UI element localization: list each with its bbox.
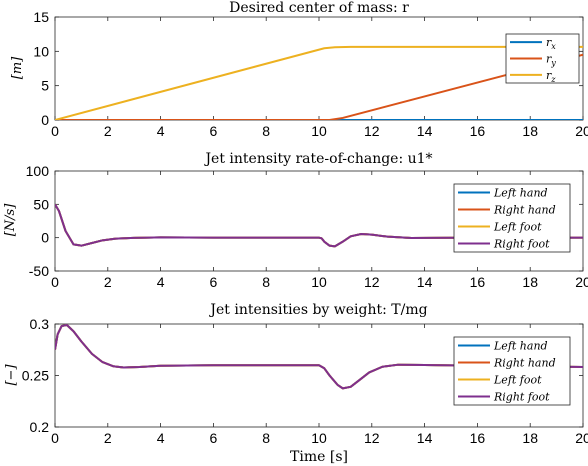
x-tick-label: 2 [104, 123, 112, 139]
y-tick-label: 0.25 [22, 368, 49, 384]
x-tick-label: 16 [470, 123, 486, 139]
series-line-r-z [55, 45, 583, 120]
x-tick-label: 18 [522, 430, 538, 446]
legend-label: Right foot [493, 391, 550, 404]
panel-jet-intensities-by-weight: Jet intensities by weight: T/mg [−] Time… [4, 302, 588, 465]
x-tick-label: 0 [51, 123, 59, 139]
legend-label: rz [546, 69, 556, 84]
x-tick-label: 8 [262, 430, 270, 446]
y-tick-label: 0.2 [30, 419, 50, 435]
y-tick-label: 5 [41, 78, 49, 94]
x-tick-label: 6 [210, 274, 218, 290]
x-tick-label: 16 [470, 430, 486, 446]
x-tick-label: 14 [417, 123, 433, 139]
panel-title: Jet intensities by weight: T/mg [208, 302, 427, 318]
legend-label: Right hand [493, 204, 556, 217]
panel-jet-intensity-rate-of-change: Jet intensity rate-of-change: u1* [N/s] … [3, 151, 588, 290]
series-line-right-foot [55, 203, 583, 248]
y-tick-label: 15 [33, 9, 49, 25]
y-tick-label: 0 [41, 112, 49, 128]
x-tick-label: 12 [364, 123, 380, 139]
x-tick-label: 8 [262, 274, 270, 290]
panel-title: Jet intensity rate-of-change: u1* [203, 151, 432, 167]
series-line-r-y [55, 53, 583, 120]
x-tick-label: 16 [470, 274, 486, 290]
legend-label: Left hand [493, 187, 548, 200]
x-axis-label: Time [s] [290, 449, 348, 465]
x-tick-label: 18 [522, 274, 538, 290]
x-tick-label: 2 [104, 274, 112, 290]
y-tick-label: -50 [29, 263, 49, 279]
x-tick-label: 0 [51, 274, 59, 290]
x-tick-label: 4 [157, 123, 165, 139]
legend-label: rx [546, 36, 556, 51]
plot-area [54, 16, 584, 121]
legend-label: ry [546, 53, 556, 68]
x-tick-label: 12 [364, 274, 380, 290]
x-tick-label: 8 [262, 123, 270, 139]
x-tick-label: 4 [157, 430, 165, 446]
x-tick-label: 0 [51, 430, 59, 446]
y-axis-label: [m] [10, 56, 25, 79]
x-tick-label: 10 [311, 274, 327, 290]
panel-desired-center-of-mass: Desired center of mass: r [m] 0 2 4 6 8 10 12 1… [10, 0, 588, 139]
legend-box [453, 336, 571, 406]
legend-label: Left foot [493, 374, 542, 387]
y-tick-label: 100 [26, 163, 50, 179]
x-tick-label: 14 [417, 430, 433, 446]
legend-box [453, 183, 571, 253]
x-tick-label: 6 [210, 430, 218, 446]
x-tick-label: 4 [157, 274, 165, 290]
y-axis-label: [−] [4, 364, 19, 386]
y-tick-label: 0.3 [30, 316, 50, 332]
x-tick-label: 6 [210, 123, 218, 139]
x-tick-label: 20 [575, 274, 588, 290]
x-tick-label: 2 [104, 430, 112, 446]
y-tick-label: 50 [33, 196, 49, 212]
x-tick-label: 10 [311, 430, 327, 446]
legend-label: Right foot [493, 238, 550, 251]
x-tick-label: 18 [522, 123, 538, 139]
y-tick-label: 10 [33, 43, 49, 59]
legend-label: Right hand [493, 357, 556, 370]
panel-title: Desired center of mass: r [229, 0, 409, 16]
x-tick-label: 20 [575, 430, 588, 446]
y-axis-label: [N/s] [3, 203, 18, 236]
legend: Left hand Right hand Left foot Right foot [453, 183, 571, 253]
legend-label: Left hand [493, 340, 548, 353]
x-tick-label: 10 [311, 123, 327, 139]
legend-label: Left foot [493, 221, 542, 234]
x-tick-label: 12 [364, 430, 380, 446]
x-tick-label: 14 [417, 274, 433, 290]
x-tick-label: 20 [575, 123, 588, 139]
series-line-right-foot [55, 324, 583, 390]
y-tick-label: 0 [41, 230, 49, 246]
legend: Left hand Right hand Left foot Right foot [453, 336, 571, 406]
